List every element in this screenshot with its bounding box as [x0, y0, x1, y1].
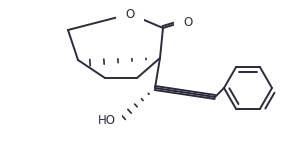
Text: HO: HO [98, 114, 116, 126]
Text: O: O [183, 16, 193, 29]
Text: O: O [125, 8, 135, 21]
